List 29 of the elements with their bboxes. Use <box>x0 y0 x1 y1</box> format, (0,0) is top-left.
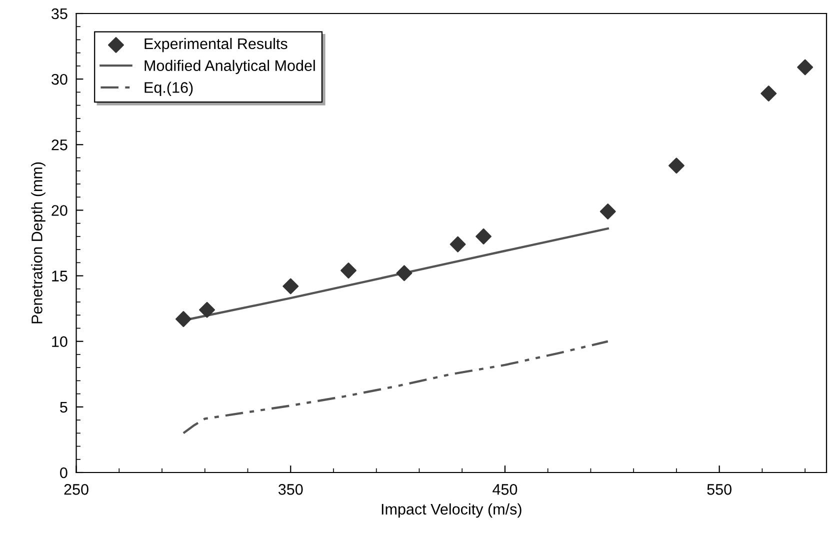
point <box>797 59 814 76</box>
y-tick-label: 20 <box>52 205 68 216</box>
legend-label: Modified Analytical Model <box>144 60 315 74</box>
x-axis-title: Impact Velocity (m/s) <box>382 503 522 518</box>
x-tick-label: 350 <box>278 484 303 495</box>
point <box>199 302 216 318</box>
point <box>340 262 356 279</box>
point <box>476 228 492 244</box>
y-tick-label: 5 <box>60 402 68 413</box>
x-tick-label: 250 <box>64 484 88 495</box>
point <box>450 236 466 252</box>
legend-label: Eq.(16) <box>144 82 193 96</box>
y-tick-label: 25 <box>52 140 68 150</box>
x-tick-label: 550 <box>707 484 732 495</box>
y-tick-label: 30 <box>52 74 68 85</box>
point <box>600 204 616 220</box>
point <box>760 86 777 102</box>
point <box>282 278 299 294</box>
y-tick-label: 10 <box>52 336 68 348</box>
x-tick-label: 450 <box>492 484 518 495</box>
line-series <box>182 340 609 434</box>
point <box>175 311 192 328</box>
y-tick-label: 15 <box>52 270 68 282</box>
point <box>668 158 684 174</box>
y-axis-title: Penetration Depth (mm) <box>31 162 46 324</box>
y-tick-label: 35 <box>52 8 68 20</box>
point <box>396 265 412 282</box>
y-tick-label: 0 <box>60 467 68 478</box>
legend-label: Experimental Results <box>144 38 288 52</box>
